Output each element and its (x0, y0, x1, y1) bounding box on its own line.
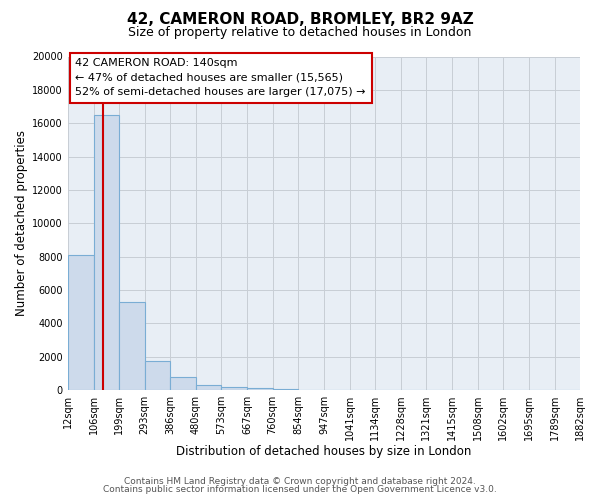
Text: Size of property relative to detached houses in London: Size of property relative to detached ho… (128, 26, 472, 39)
Bar (68, 255, 94, 390)
Bar (221, 387, 247, 390)
Bar (247, 388, 272, 390)
Text: 42, CAMERON ROAD, BROMLEY, BR2 9AZ: 42, CAMERON ROAD, BROMLEY, BR2 9AZ (127, 12, 473, 28)
Text: 42 CAMERON ROAD: 140sqm
← 47% of detached houses are smaller (15,565)
52% of sem: 42 CAMERON ROAD: 140sqm ← 47% of detache… (76, 58, 366, 97)
Bar (119, 302, 145, 390)
Text: Contains public sector information licensed under the Open Government Licence v3: Contains public sector information licen… (103, 485, 497, 494)
Text: Contains HM Land Registry data © Crown copyright and database right 2024.: Contains HM Land Registry data © Crown c… (124, 477, 476, 486)
Bar (170, 376, 196, 390)
Bar (94, 115, 119, 390)
X-axis label: Distribution of detached houses by size in London: Distribution of detached houses by size … (176, 444, 472, 458)
Bar (272, 388, 298, 390)
Bar (145, 361, 170, 390)
Y-axis label: Number of detached properties: Number of detached properties (15, 130, 28, 316)
Bar (196, 385, 221, 390)
